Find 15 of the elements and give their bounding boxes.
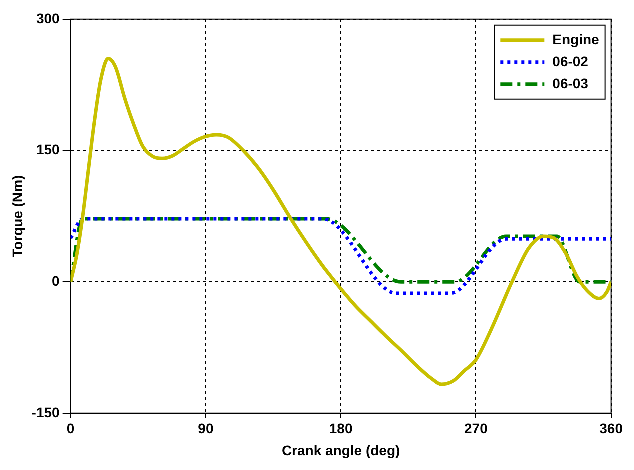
x-tick-label: 270 bbox=[464, 420, 488, 437]
x-tick-label: 0 bbox=[66, 420, 75, 437]
y-tick-label: -150 bbox=[32, 404, 60, 420]
legend-label: Engine bbox=[552, 31, 600, 48]
y-tick-label: 150 bbox=[36, 142, 60, 158]
x-tick-label: 360 bbox=[600, 420, 624, 437]
line-series bbox=[70, 57, 612, 386]
y-axis-title: Torque (Nm) bbox=[9, 175, 26, 258]
y-tick-label: 0 bbox=[52, 272, 60, 289]
x-axis-title: Crank angle (deg) bbox=[282, 442, 400, 458]
legend-label: 06-02 bbox=[552, 53, 589, 70]
x-tick-label: 90 bbox=[198, 420, 214, 437]
y-tick-label: 300 bbox=[36, 10, 60, 26]
legend-label: 06-03 bbox=[552, 75, 589, 92]
x-tick-label: 180 bbox=[329, 420, 353, 437]
